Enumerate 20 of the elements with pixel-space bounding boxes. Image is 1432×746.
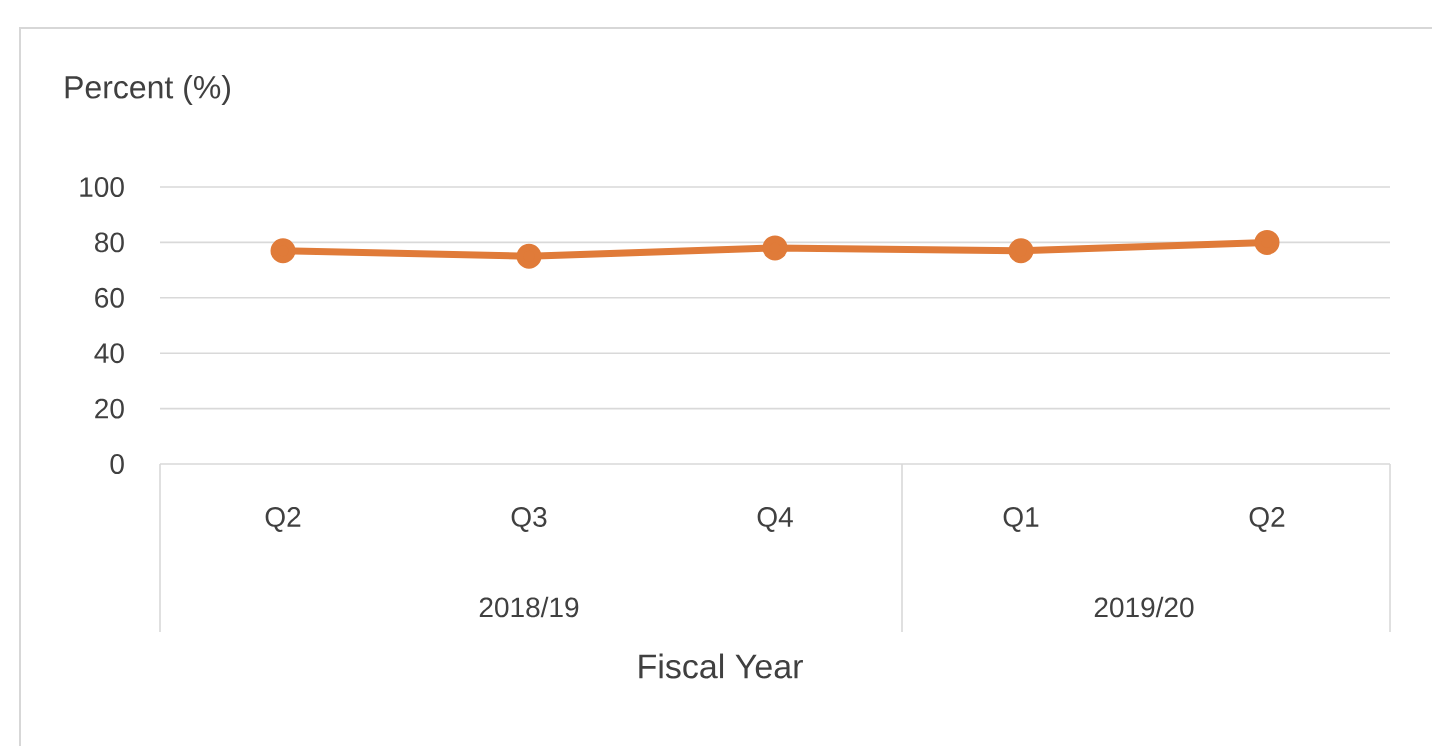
point (270, 238, 296, 264)
y-tick-label: 80 (95, 232, 124, 253)
text: 2018/19 (479, 596, 579, 618)
point (1008, 238, 1034, 264)
point (516, 243, 542, 269)
x-tick-label: Q3 (511, 507, 547, 532)
x-tick-label: Q2 (265, 507, 301, 532)
y-axis-title: Percent (%) (65, 75, 230, 105)
point (762, 235, 788, 261)
x-tick-label: Q2 (1249, 507, 1285, 532)
y-tick-label: 100 (80, 177, 124, 197)
text: 2019/20 (1094, 596, 1194, 618)
y-tick-label: 60 (95, 287, 124, 308)
x-tick-label: Q1 (1003, 507, 1039, 532)
x-tick-label: Q4 (757, 507, 793, 532)
point (1254, 229, 1280, 255)
y-tick-label: 20 (95, 398, 124, 419)
x-axis-title: Fiscal Year (639, 653, 803, 679)
y-tick-label: 40 (94, 343, 124, 364)
y-tick-label: 0 (110, 454, 124, 474)
